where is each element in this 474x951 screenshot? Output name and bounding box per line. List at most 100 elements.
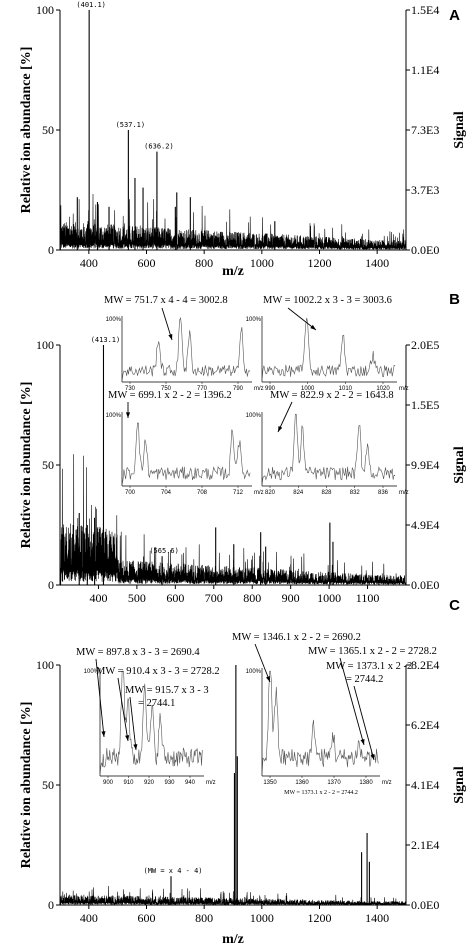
x-tick-label: 1000 [250,911,274,925]
annotation-arrow [129,696,137,751]
annotation-label: MW = 1373.1 x 2 -2 [326,661,412,672]
y2-tick-label: 0.0E0 [411,898,439,912]
x-tick-label: 1100 [356,591,380,605]
annotation-arrow [353,685,375,761]
y2-tick-label: 2.0E5 [411,338,439,352]
panel-a: (401.1)(537.1)(636.2)400 600 800 1000 1200 14… [19,1,467,279]
y-tick-label: 100 [36,658,54,672]
annotation-label: MW = 1365.1 x 2 - 2 = 2728.2 [308,646,437,657]
annotation-label: MW = 915.7 x 3 - 3 [125,685,209,696]
inset-unit-label: m/z [206,780,216,786]
peak-label: (537.1) [116,121,146,129]
arrow-head [133,744,138,750]
inset-tick-label: 700 [125,490,136,496]
x-tick-label: 1400 [365,911,389,925]
y-axis-label: Relative ion abundance [%] [19,47,34,214]
y2-axis-label: Signal [452,766,467,803]
inset-tick-label: 770 [197,386,208,392]
x-tick-label: 600 [166,591,184,605]
inset-spectrum: 100% 900 910 920 930 940 m/z [84,668,216,786]
y-tick-label: 100 [36,3,54,17]
inset-tick-label: 708 [197,490,208,496]
inset-trace [261,670,379,777]
inset-tick-label: 910 [123,780,134,786]
y2-tick-label: 6.2E4 [411,718,439,732]
spectrum-trace [60,454,406,585]
inset-y-max-label: 100% [106,413,122,419]
plot-area [60,10,406,250]
inset-tick-label: 832 [350,490,361,496]
y-tick-label: 50 [42,458,54,472]
panel-letter: C [449,597,460,614]
y2-tick-label: 7.3E3 [411,123,439,137]
annotation-label: = 2744.2 [346,674,383,685]
inset-unit-label: m/z [254,490,264,496]
panel-c: (MW = x 4 - 4) 400 600 800 1000 1200 1400 0 50 10… [19,597,467,947]
arrow-head [125,412,131,418]
y-tick-label: 0 [48,898,54,912]
y2-tick-label: 4.9E4 [411,518,439,532]
y2-axis-label: Signal [452,111,467,148]
inset-tick-label: 990 [265,386,276,392]
y-axis-label: Relative ion abundance [%] [19,382,34,549]
inset-background [262,316,397,382]
panel-b: (413.1)(565.6)400 500 600 700 800 900 1000 1100… [19,291,467,605]
annotation-arrow [254,643,271,683]
inset-tick-label: 940 [185,780,196,786]
spectrum-trace [60,193,406,250]
inset-tick-label: 824 [293,490,304,496]
annotation-arrow [95,658,105,738]
y2-tick-label: 4.1E4 [411,778,439,792]
inset-unit-label: m/z [399,386,409,392]
annotation-label: MW = 751.7 x 4 - 4 = 3002.8 [104,295,228,306]
annotation-label: MW = 1346.1 x 2 - 2 = 2690.2 [232,632,361,643]
x-tick-label: 600 [138,256,156,270]
y2-axis-label: Signal [452,446,467,483]
x-tick-label: 800 [195,911,213,925]
y2-tick-label: 1.5E5 [411,398,439,412]
y2-tick-label: 0.0E0 [411,578,439,592]
arrow-head [266,676,270,682]
x-tick-label: 400 [80,911,98,925]
inset-unit-label: m/z [382,780,392,786]
annotation-label: MW = 910.4 x 3 - 3 = 2728.2 [96,666,220,677]
x-tick-label: 900 [282,591,300,605]
annotation-arrow [117,677,129,742]
inset-y-max-label: 100% [84,669,100,675]
inset-tick-label: 1000 [301,386,315,392]
arrow-head [168,334,173,340]
x-tick-label: 700 [205,591,223,605]
x-tick-label: 1000 [317,591,341,605]
inset-y-max-label: 100% [246,413,262,419]
arrow-head [125,735,130,741]
x-tick-label: 500 [128,591,146,605]
inset-trace [121,422,251,487]
inset-spectrum: 100% 990 1000 1010 1020 m/z [246,316,409,392]
annotation-label: = 2744.1 [138,698,175,709]
inset-y-max-label: 100% [106,317,122,323]
annotation-label: MW = 699.1 x 2 - 2 = 1396.2 [108,390,232,401]
y2-tick-label: 2.1E4 [411,838,439,852]
inset-tick-label: 1010 [339,386,353,392]
inset-trace [261,413,396,487]
inset-tick-label: 750 [161,386,172,392]
inset-note: MW = 1373.1 x 2 - 2 = 2744.2 [284,790,358,796]
y2-tick-label: 3.7E3 [411,183,439,197]
y-tick-label: 100 [36,338,54,352]
inset-tick-label: 900 [103,780,114,786]
arrow-head [360,739,365,745]
inset-spectrum: 100% 730 750 770 790 m/z [106,316,264,392]
inset-unit-label: m/z [399,490,409,496]
annotation-label: MW = 897.8 x 3 - 3 = 2690.4 [76,647,200,658]
inset-y-max-label: 100% [246,669,262,675]
y2-tick-label: 1.1E4 [411,63,439,77]
inset-tick-label: 930 [164,780,175,786]
peak-label: (401.1) [76,1,106,9]
x-tick-label: 600 [138,911,156,925]
x-tick-label: 1400 [365,256,389,270]
arrow-head [101,731,106,737]
y-tick-label: 0 [48,578,54,592]
y-tick-label: 50 [42,123,54,137]
inset-tick-label: 730 [125,386,136,392]
x-tick-label: 800 [195,256,213,270]
